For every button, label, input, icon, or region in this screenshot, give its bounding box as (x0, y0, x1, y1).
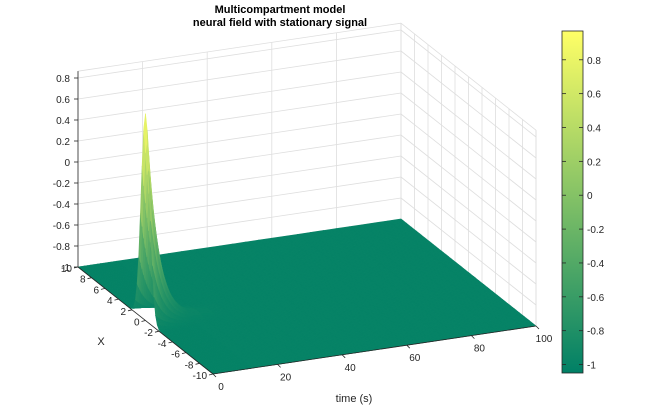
x-axis-label: time (s) (336, 393, 373, 405)
y-tick-label: 10 (61, 264, 73, 275)
y-tick-label: 0 (134, 318, 140, 329)
x-tick-mark (212, 373, 217, 378)
z-tick-label: 0.4 (56, 116, 70, 127)
x-tick-label: 40 (345, 363, 357, 374)
y-tick-label: 8 (80, 275, 86, 286)
surface-mesh (77, 113, 537, 375)
y-tick-mark (141, 320, 146, 322)
y-tick-mark (100, 288, 106, 290)
z-tick-label: 0.8 (56, 74, 70, 85)
y-tick-mark (114, 298, 119, 301)
z-tick-label: -0.8 (53, 242, 71, 253)
colorbar-tick-label: 0.2 (587, 157, 601, 168)
grid-line-z-left-wall (77, 197, 402, 247)
colorbar-tick-label: -1 (587, 361, 596, 372)
x-tick-mark (535, 325, 540, 330)
y-tick-label: -6 (171, 350, 180, 361)
colorbar-tick-label: 0.8 (587, 56, 601, 67)
grid-line-z-left-wall (77, 134, 402, 184)
colorbar-gradient (561, 30, 584, 374)
x-axis-line (212, 325, 537, 375)
y-tick-label: 6 (93, 285, 99, 296)
box-edge (77, 22, 402, 72)
colorbar-tick-label: -0.6 (587, 293, 605, 304)
y-tick-mark (208, 373, 214, 376)
y-tick-mark (181, 352, 187, 354)
y-tick-mark (127, 309, 133, 312)
colorbar-tick-label: -0.4 (587, 259, 605, 270)
x-tick-label: 60 (409, 353, 421, 364)
x-tick-mark (406, 344, 411, 349)
y-tick-label: 2 (120, 307, 126, 318)
colorbar-tick-label: -0.2 (587, 225, 605, 236)
y-tick-label: -4 (158, 339, 167, 350)
chart-title-line-1: Multicompartment model (214, 4, 346, 16)
colorbar-tick-label: 0.4 (587, 124, 601, 135)
z-tick-label: -0.4 (53, 200, 71, 211)
colorbar-tick-label: -0.8 (587, 327, 605, 338)
z-tick-label: -1 (61, 263, 70, 274)
grid-line-z-left-wall (77, 113, 402, 163)
x-tick-mark (277, 364, 281, 368)
z-tick-label: 0.6 (56, 95, 70, 106)
x-tick-label: 0 (218, 382, 224, 393)
y-tick-label: -8 (185, 360, 194, 371)
x-tick-label: 100 (536, 334, 553, 345)
y-tick-mark (87, 277, 92, 280)
y-tick-label: -2 (144, 328, 153, 339)
x-tick-mark (471, 335, 475, 339)
colorbar: 0.8 0.6 0.4 0.2 0 -0.2 -0.4 -0.6 -0.8 -1 (561, 30, 605, 374)
grid-line-z-left-wall (77, 29, 402, 79)
colorbar-tick-label: 0.6 (587, 90, 601, 101)
y-axis-label: X (97, 336, 105, 348)
y-tick-label: -10 (193, 371, 208, 382)
grid-line-z-left-wall (77, 50, 402, 100)
x-tick-mark (341, 354, 346, 359)
grid-line-z-left-wall (77, 155, 402, 205)
y-tick-label: 4 (107, 296, 113, 307)
x-tick-label: 80 (474, 344, 486, 355)
axes: 020406080100-10-8-6-4-20246810-1-0.8-0.6… (53, 71, 553, 405)
chart-title-line-2: neural field with stationary signal (192, 17, 368, 29)
z-tick-label: 0.2 (56, 137, 70, 148)
grid-line-z-left-wall (77, 92, 402, 142)
y-tick-mark (168, 341, 173, 344)
grid-line-z-left-wall (77, 176, 402, 226)
y-tick-mark (195, 362, 200, 365)
z-tick-label: 0 (64, 158, 70, 169)
grid-line-z-left-wall (77, 71, 402, 121)
colorbar-tick-label: 0 (587, 191, 593, 202)
y-tick-mark (154, 330, 160, 333)
z-tick-label: -0.6 (53, 221, 71, 232)
box-edge (400, 22, 537, 131)
z-tick-label: -0.2 (53, 179, 71, 190)
x-tick-label: 20 (280, 372, 292, 383)
